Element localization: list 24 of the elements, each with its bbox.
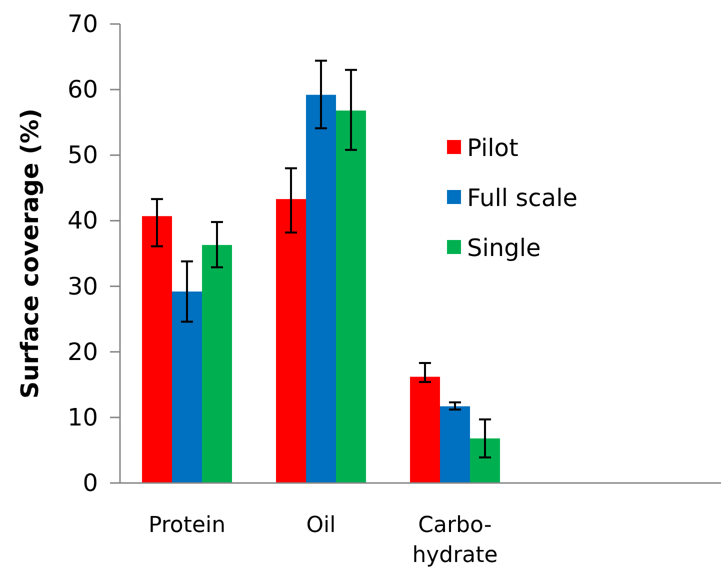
bar [470,438,500,483]
legend-label: Full scale [467,184,578,212]
bar [410,376,440,483]
bar [306,94,336,483]
y-tick-label: 10 [67,403,98,432]
x-tick-label: Carbo-hydrate [412,513,498,568]
bar [202,244,232,483]
bar [276,199,306,483]
x-tick-label: Oil [306,513,336,538]
y-tick-label: 20 [67,338,98,366]
y-tick-label: 50 [67,141,98,170]
y-tick-label: 0 [82,469,98,497]
y-tick-label: 70 [67,10,98,38]
legend-label: Single [467,234,541,262]
y-tick-label: 60 [67,76,98,104]
bar [142,216,172,483]
bar [440,406,470,483]
legend-label: Pilot [467,134,518,162]
bar [172,292,202,483]
y-tick-label: 30 [67,272,98,300]
y-axis-title: Surface coverage (%) [16,108,44,399]
x-tick-label: Protein [148,513,226,538]
bar [336,110,366,483]
y-tick-label: 40 [67,206,98,235]
